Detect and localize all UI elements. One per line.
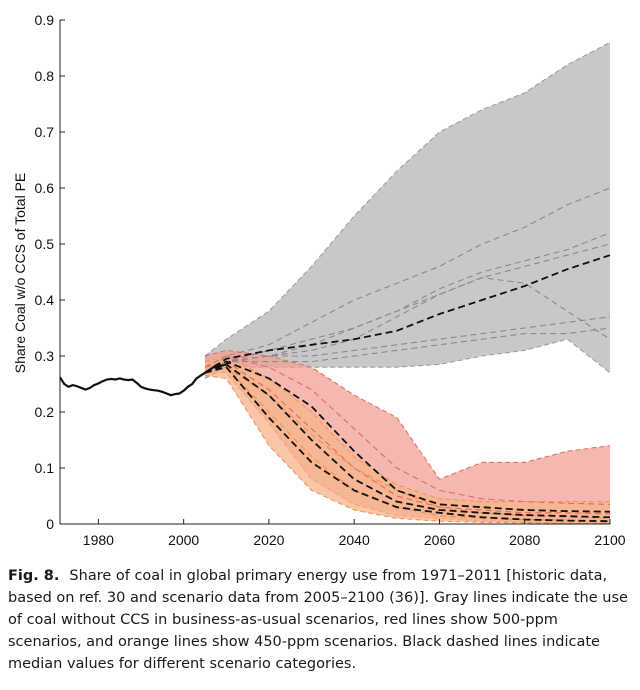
chart: 0 0.1 0.2 0.3 0.4 0.5 0.6 0.7 0.8 0.9 1980 2000 2020…: [12, 12, 626, 548]
y-tick-label: 0.2: [35, 404, 55, 420]
figure-label: Fig. 8.: [8, 568, 60, 584]
x-tick-label: 2100: [594, 532, 625, 548]
y-tick-label: 0.6: [35, 180, 55, 196]
scenario-bands: [204, 41, 611, 524]
y-tick-label: 0.1: [35, 460, 55, 476]
series-red-1: [204, 361, 611, 515]
y-axis-label: Share Coal w/o CCS of Total PE: [12, 173, 28, 374]
x-tick-label: 2040: [339, 532, 370, 548]
series-gray-0: [204, 187, 611, 374]
band-0-upper-edge: [204, 41, 611, 357]
y-tick-label: 0.7: [35, 124, 55, 140]
y-tick-label: 0.5: [35, 236, 55, 252]
y-tick-label: 0.8: [35, 68, 55, 84]
figure-caption: Fig. 8. Share of coal in global primary e…: [8, 565, 633, 675]
scenario-lines: [59, 187, 611, 523]
series-orange-1: [204, 366, 611, 519]
x-tick-label: 2060: [424, 532, 455, 548]
series-median-2: [204, 363, 611, 519]
y-tick-label: 0: [46, 516, 54, 532]
band-0: [204, 42, 610, 379]
band-1: [204, 350, 610, 523]
series-gray-5: [204, 277, 611, 374]
x-tick-label: 2020: [253, 532, 284, 548]
series-median-0: [204, 254, 611, 374]
series-gray-4: [204, 327, 611, 374]
y-tick-label: 0.3: [35, 348, 55, 364]
series-median-1: [204, 360, 611, 513]
series-red-0: [204, 355, 611, 505]
x-tick-label: 2000: [168, 532, 199, 548]
axes: 0 0.1 0.2 0.3 0.4 0.5 0.6 0.7 0.8 0.9 1980 2000 2020…: [35, 12, 626, 548]
y-tick-label: 0.9: [35, 12, 55, 28]
x-tick-label: 2080: [509, 532, 540, 548]
y-tick-label: 0.4: [35, 292, 55, 308]
historic-line: [59, 360, 232, 397]
band-2: [204, 356, 610, 524]
x-tick-label: 1980: [83, 532, 114, 548]
band-2-lower-edge: [204, 375, 610, 524]
caption-text: Share of coal in global primary energy u…: [8, 568, 628, 672]
series-median-3: [204, 366, 611, 523]
